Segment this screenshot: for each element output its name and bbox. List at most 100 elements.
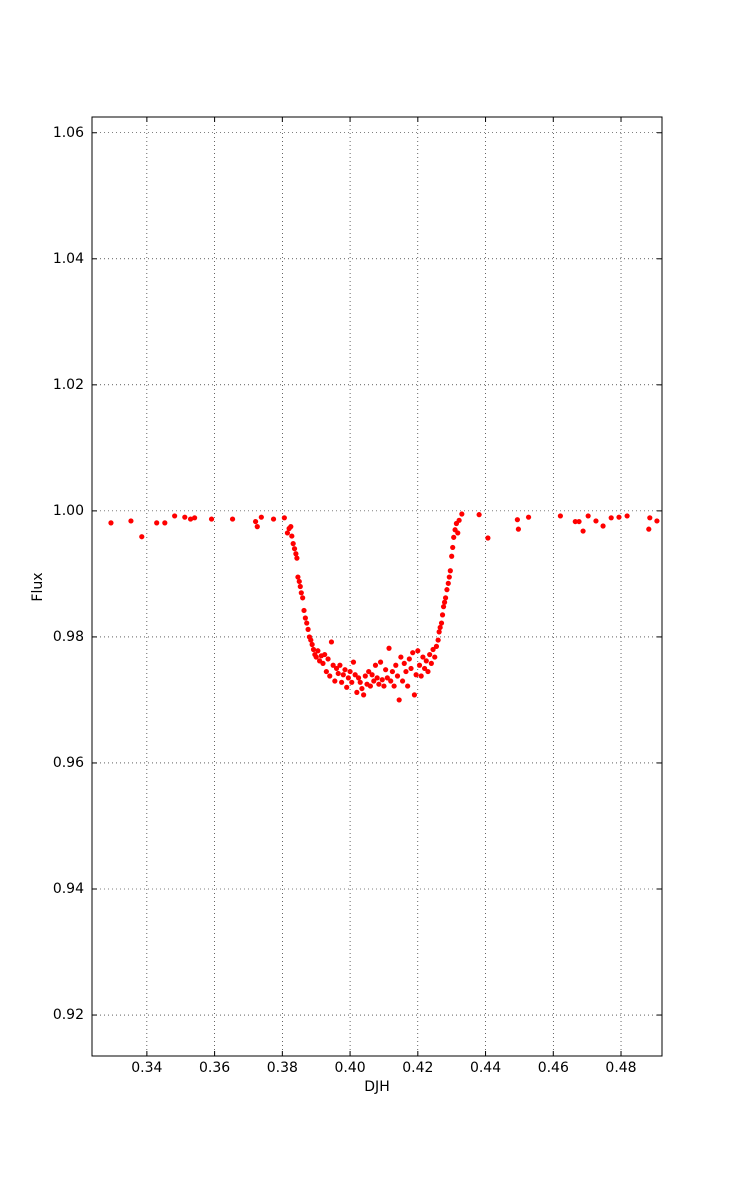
data-point: [557, 513, 563, 519]
data-point: [252, 518, 259, 525]
data-point: [172, 513, 178, 519]
plot-frame: [91, 116, 663, 1057]
data-point: [288, 524, 294, 530]
data-point: [229, 516, 236, 522]
data-point: [350, 659, 357, 665]
y-tick-label: 0.92: [53, 1007, 84, 1023]
y-tick-label: 0.98: [53, 629, 84, 645]
data-point: [302, 615, 308, 621]
data-point: [423, 658, 429, 664]
data-point: [337, 662, 343, 668]
data-point: [411, 692, 418, 698]
data-point: [328, 639, 335, 645]
x-tick-label: 0.42: [402, 1060, 433, 1076]
data-point: [646, 526, 652, 532]
data-point: [624, 513, 630, 519]
data-point: [389, 668, 396, 675]
data-point: [593, 518, 599, 524]
data-point: [208, 516, 215, 522]
data-point: [139, 534, 145, 540]
data-point: [442, 595, 449, 601]
data-point: [281, 515, 287, 521]
data-point: [438, 620, 445, 626]
data-point: [327, 673, 333, 679]
data-point: [410, 650, 416, 656]
data-point: [514, 517, 520, 523]
data-point: [403, 668, 409, 675]
data-point: [576, 518, 582, 525]
x-tick-label: 0.46: [538, 1060, 569, 1076]
data-point: [386, 645, 392, 651]
data-point: [258, 514, 264, 520]
data-point: [108, 520, 114, 526]
data-point: [572, 518, 578, 525]
data-point: [290, 541, 296, 547]
data-point: [381, 683, 387, 689]
data-point: [427, 651, 433, 658]
data-point: [291, 546, 298, 552]
data-point: [416, 662, 423, 668]
data-point: [374, 675, 380, 681]
data-point: [485, 535, 491, 541]
data-point: [476, 512, 482, 518]
data-point: [616, 514, 622, 520]
data-point: [600, 523, 606, 529]
data-point: [357, 679, 363, 685]
data-point: [310, 646, 317, 653]
data-point: [322, 651, 328, 658]
x-tick-label: 0.36: [199, 1060, 230, 1076]
data-point: [384, 675, 390, 681]
data-point: [391, 683, 397, 689]
data-point: [440, 604, 447, 610]
data-point: [580, 528, 586, 534]
data-point: [399, 678, 406, 684]
data-point: [447, 568, 453, 574]
data-point: [340, 672, 346, 678]
data-point: [394, 673, 401, 679]
data-point: [330, 662, 336, 668]
data-point: [187, 516, 194, 522]
data-point: [372, 662, 379, 668]
data-point: [451, 534, 457, 540]
data-point: [435, 637, 441, 643]
data-point: [296, 578, 302, 585]
y-tick-label: 1.06: [53, 125, 84, 141]
data-point: [315, 648, 321, 654]
data-point: [432, 654, 438, 660]
y-tick-label: 1.04: [53, 251, 84, 267]
x-tick-label: 0.38: [267, 1060, 298, 1076]
data-point: [304, 620, 310, 626]
data-point: [420, 654, 426, 660]
data-point: [405, 683, 411, 689]
data-point: [377, 659, 384, 665]
data-point: [333, 665, 340, 672]
data-point: [436, 629, 442, 635]
data-point: [441, 599, 448, 605]
data-point: [293, 551, 299, 557]
x-tick-label: 0.40: [334, 1060, 365, 1076]
data-point: [371, 678, 377, 684]
data-point: [379, 677, 385, 683]
data-point: [421, 665, 428, 672]
data-point: [525, 514, 532, 520]
data-point: [383, 667, 389, 673]
data-point: [398, 654, 404, 660]
data-point: [270, 516, 277, 522]
data-point: [154, 520, 160, 526]
data-point: [445, 580, 451, 586]
y-tick-label: 0.96: [53, 755, 84, 771]
data-point: [415, 648, 421, 654]
data-point: [289, 533, 295, 539]
y-tick-label: 1.02: [53, 377, 84, 393]
data-point: [323, 668, 329, 675]
y-tick-label: 1.00: [53, 503, 84, 519]
data-point: [325, 656, 331, 662]
data-point: [335, 670, 341, 677]
data-point: [162, 520, 168, 526]
data-point: [388, 678, 394, 684]
x-tick-label: 0.44: [470, 1060, 501, 1076]
data-point: [294, 555, 300, 561]
data-point: [446, 574, 452, 580]
data-point: [444, 587, 450, 593]
